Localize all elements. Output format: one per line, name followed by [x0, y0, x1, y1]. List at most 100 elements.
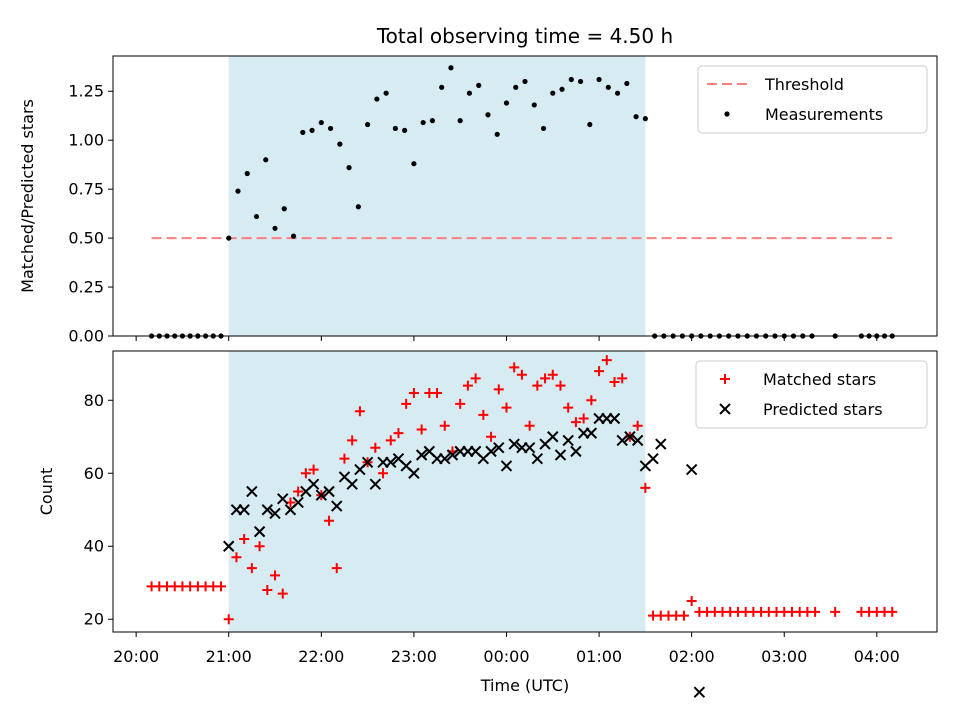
predicted-star-marker — [508, 438, 520, 450]
matched-star-marker — [385, 435, 396, 446]
legend-swatch — [719, 403, 731, 415]
measurement-point — [522, 78, 528, 85]
x-tick-label: 20:00 — [113, 647, 159, 666]
matched-star-marker — [586, 395, 597, 406]
measurement-point — [614, 90, 621, 96]
matched-star-marker — [416, 424, 427, 435]
predicted-star-marker — [531, 452, 544, 465]
predicted-star-marker — [624, 431, 636, 443]
predicted-star-marker — [655, 438, 667, 450]
measurement-point — [374, 96, 380, 102]
matched-star-marker — [432, 387, 443, 398]
matched-star-marker — [830, 606, 841, 617]
measurement-point — [531, 102, 537, 108]
measurement-point — [559, 86, 565, 92]
measurement-point — [235, 188, 241, 194]
chart-title: Total observing time = 4.50 h — [376, 24, 673, 48]
predicted-star-marker — [361, 456, 374, 469]
matched-star-marker — [540, 373, 551, 384]
y-tick-label: 0.75 — [68, 180, 104, 199]
matched-star-marker — [223, 614, 234, 625]
predicted-star-marker — [346, 478, 358, 490]
observing-window-shade — [228, 56, 646, 336]
y-axis-label: Count — [37, 468, 56, 516]
matched-star-marker — [370, 442, 381, 453]
predicted-star-marker — [570, 445, 582, 458]
measurement-point — [448, 65, 454, 71]
measurement-point — [513, 84, 519, 90]
matched-star-marker — [493, 384, 504, 395]
measurement-point — [226, 235, 232, 241]
matched-star-marker — [378, 468, 389, 479]
predicted-star-marker — [292, 496, 304, 509]
predicted-star-marker — [269, 507, 281, 520]
measurement-point — [281, 206, 287, 212]
y-tick-label: 0.25 — [68, 278, 104, 297]
matched-star-marker — [632, 420, 643, 431]
matched-star-marker — [594, 366, 605, 377]
predicted-star-marker — [385, 456, 397, 469]
predicted-star-marker — [439, 452, 451, 465]
predicted-star-marker — [238, 504, 250, 516]
legend-entry: Threshold — [764, 75, 844, 94]
legend-swatch — [724, 111, 730, 117]
matched-star-marker — [455, 398, 466, 409]
matched-star-marker — [478, 409, 489, 420]
y-tick-label: 40 — [84, 537, 104, 556]
matched-star-marker — [887, 606, 898, 617]
matched-star-marker — [609, 377, 620, 388]
x-tick-label: 04:00 — [854, 647, 900, 666]
matched-star-marker — [300, 468, 311, 479]
measurement-point — [568, 76, 574, 83]
predicted-star-marker — [493, 442, 505, 454]
y-tick-label: 0.00 — [68, 327, 104, 346]
measurement-point — [577, 78, 584, 85]
predicted-star-marker — [500, 460, 513, 472]
legend-entry: Predicted stars — [763, 400, 883, 419]
y-tick-label: 1.00 — [68, 131, 104, 150]
matched-star-marker — [501, 402, 512, 413]
axes-frame — [112, 55, 938, 337]
matched-star-marker — [601, 355, 612, 366]
matched-star-marker — [810, 606, 821, 617]
matched-star-marker — [640, 482, 651, 493]
matched-star-marker — [486, 431, 497, 442]
matched-star-marker — [555, 380, 566, 391]
measurement-point — [253, 213, 260, 220]
measurement-point — [605, 84, 611, 90]
predicted-star-marker — [547, 431, 559, 443]
matched-star-marker — [401, 398, 412, 409]
measurement-point — [290, 233, 297, 239]
measurement-point — [355, 204, 361, 210]
ratio-panel: 0.00 0.25 0.50 0.75 1.00 1.25 Matched/Predicte… — [18, 55, 938, 346]
y-tick-label: 60 — [84, 464, 104, 483]
measurement-point — [392, 125, 398, 132]
matched-star-marker — [324, 515, 335, 526]
measurement-point — [596, 76, 602, 83]
x-tick-label: 22:00 — [298, 647, 344, 666]
matched-star-marker — [262, 585, 273, 596]
matched-star-marker — [293, 486, 304, 497]
measurement-point — [540, 125, 547, 132]
measurement-point — [318, 119, 324, 126]
predicted-star-marker — [647, 452, 659, 465]
measurement-point — [439, 84, 445, 90]
x-tick-label: 23:00 — [391, 647, 437, 666]
predicted-star-marker — [585, 427, 598, 439]
matched-star-marker — [354, 406, 365, 417]
predicted-star-marker — [323, 485, 335, 498]
predicted-star-marker — [616, 434, 628, 447]
predicted-star-marker — [246, 485, 258, 498]
legend-entry: Measurements — [765, 105, 883, 124]
matched-star-marker — [239, 533, 250, 544]
matched-star-marker — [532, 380, 543, 391]
matched-star-marker — [617, 373, 628, 384]
y-tick-label: 0.50 — [68, 229, 104, 248]
measurement-point — [466, 90, 473, 96]
measurement-point — [337, 141, 343, 147]
measurement-point — [402, 127, 408, 134]
matched-star-marker — [524, 420, 535, 431]
matched-star-marker — [570, 417, 581, 428]
predicted-star-marker — [307, 478, 320, 490]
